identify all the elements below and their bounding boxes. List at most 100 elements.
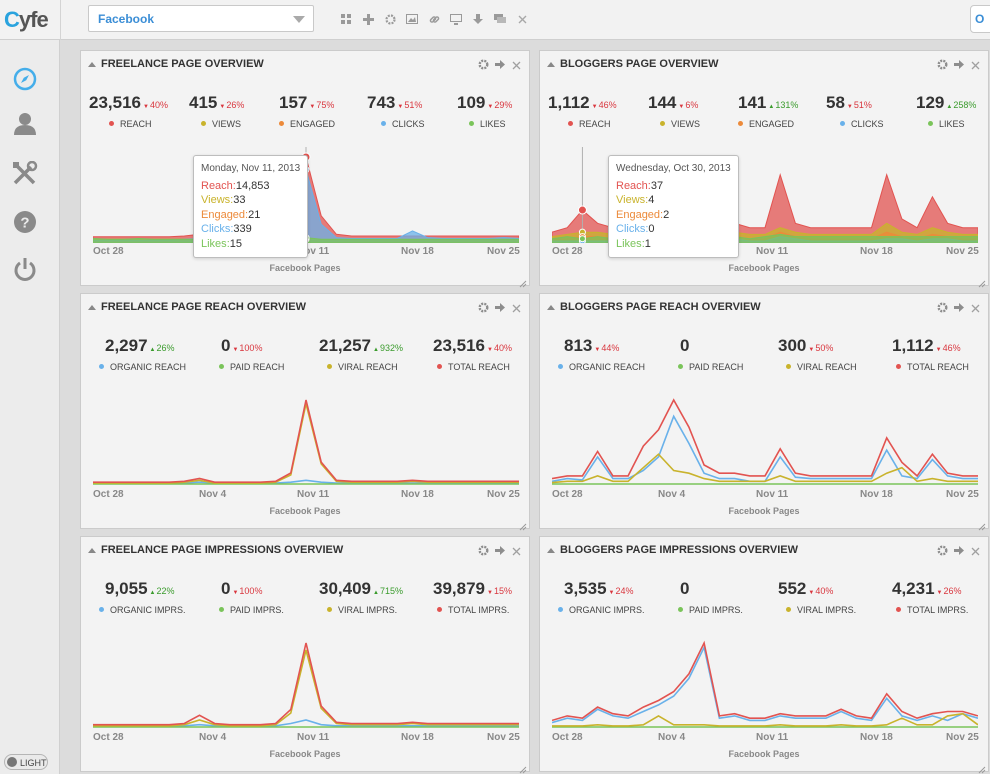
tooltip-separator: : (230, 223, 234, 235)
close-icon[interactable] (971, 57, 982, 70)
grid-icon[interactable] (338, 11, 354, 27)
metric-label-text: ORGANIC REACH (110, 362, 187, 372)
legend-dot (327, 607, 332, 612)
metric-change: ▼44% (594, 343, 619, 353)
comment-icon[interactable] (492, 11, 508, 27)
metric-change-value: 46% (598, 100, 617, 110)
chart-plot[interactable] (93, 390, 519, 486)
gear-icon[interactable] (937, 543, 948, 556)
chart-plot[interactable] (93, 633, 519, 729)
series-line-total-imprs- (552, 640, 978, 722)
metric-value-block: 0 ▼100% (221, 579, 262, 599)
triangle-up-icon: ▲ (149, 590, 156, 596)
collapse-icon[interactable] (88, 62, 96, 67)
gear-icon[interactable] (478, 543, 489, 556)
widget-title: BLOGGERS PAGE OVERVIEW (560, 58, 719, 70)
resize-handle[interactable] (519, 518, 527, 531)
x-axis-tick: Oct 28 (93, 246, 124, 257)
chart-plot[interactable] (552, 390, 978, 486)
arrow-right-icon[interactable] (495, 300, 506, 312)
tooltip-label: Engaged (201, 208, 246, 221)
series-line-organic-imprs- (552, 644, 978, 724)
power-icon[interactable] (12, 256, 38, 282)
image-icon[interactable] (404, 11, 420, 27)
close-icon[interactable] (514, 11, 530, 27)
metric-label: VIEWS (660, 119, 700, 129)
metric-value: 157 (279, 93, 308, 112)
close-icon[interactable] (512, 57, 523, 70)
legend-dot (568, 121, 573, 126)
theme-toggle[interactable]: LIGHT (4, 754, 48, 770)
dashboard-select[interactable]: Facebook (88, 5, 314, 32)
resize-handle[interactable] (519, 275, 527, 288)
chevron-down-icon (293, 16, 305, 23)
metric-label-text: PAID IMPRS. (230, 605, 284, 615)
chart-tooltip: Wednesday, Oct 30, 2013 Reach:37 Views:4 En… (608, 155, 739, 258)
metric-change-value: 131% (775, 100, 799, 110)
collapse-icon[interactable] (547, 305, 555, 310)
close-icon[interactable] (512, 543, 523, 556)
metric-value: 300 (778, 336, 807, 355)
close-icon[interactable] (971, 543, 982, 556)
cyfe-logo[interactable]: Cyfe (4, 7, 49, 32)
collapse-icon[interactable] (547, 548, 555, 553)
download-icon[interactable] (470, 11, 486, 27)
x-axis-tick: Nov 25 (487, 732, 520, 743)
metric-change: ▼51% (847, 100, 872, 110)
help-icon[interactable]: ? (12, 209, 38, 235)
metric-value: 0 (221, 579, 231, 598)
metric-change-value: 100% (239, 586, 263, 596)
resize-handle[interactable] (978, 518, 986, 531)
metric-change-value: 22% (156, 586, 175, 596)
metric-label-text: LIKES (939, 119, 965, 129)
gear-icon[interactable] (478, 300, 489, 313)
gear-icon[interactable] (937, 57, 948, 70)
metric-label: VIEWS (201, 119, 241, 129)
resize-handle[interactable] (978, 761, 986, 774)
metric-change-value: 40% (493, 343, 512, 353)
link-icon[interactable] (426, 11, 442, 27)
plus-icon[interactable] (360, 11, 376, 27)
x-axis-tick: Nov 18 (860, 489, 893, 500)
chart-plot[interactable] (552, 633, 978, 729)
tools-icon[interactable] (12, 160, 38, 187)
close-icon[interactable] (971, 300, 982, 313)
tooltip-value: 15 (229, 237, 242, 250)
x-axis-tick: Nov 25 (946, 732, 979, 743)
triangle-up-icon: ▲ (373, 347, 379, 353)
tooltip-date: Monday, Nov 11, 2013 (201, 163, 301, 174)
triangle-up-icon: ▲ (768, 104, 775, 110)
x-axis-tick: Nov 25 (946, 246, 979, 257)
resize-handle[interactable] (978, 275, 986, 288)
metric-change-value: 29% (494, 100, 513, 110)
arrow-right-icon[interactable] (954, 543, 965, 555)
tooltip-row: Views:4 (616, 193, 731, 208)
compass-icon[interactable] (12, 66, 38, 92)
top-right-button[interactable]: O (970, 5, 990, 33)
collapse-icon[interactable] (88, 305, 96, 310)
gear-icon[interactable] (937, 300, 948, 313)
collapse-icon[interactable] (88, 548, 96, 553)
arrow-right-icon[interactable] (495, 543, 506, 555)
resize-handle[interactable] (519, 761, 527, 774)
metric-change: ▼50% (808, 343, 833, 353)
tooltip-separator: : (230, 194, 234, 206)
arrow-right-icon[interactable] (495, 57, 506, 69)
metric-change: ▲131% (768, 100, 798, 110)
metric-label-text: REACH (579, 119, 611, 129)
user-icon[interactable] (12, 111, 38, 137)
x-axis-tick: Nov 25 (487, 489, 520, 500)
metric-label: ORGANIC IMPRS. (99, 605, 186, 615)
arrow-right-icon[interactable] (954, 300, 965, 312)
metric-change: ▼6% (678, 100, 698, 110)
monitor-icon[interactable] (448, 11, 464, 27)
tooltip-value: 21 (248, 208, 261, 221)
x-axis-tick: Oct 28 (552, 489, 583, 500)
close-icon[interactable] (512, 300, 523, 313)
gear-icon[interactable] (382, 11, 398, 27)
metric-value: 129 (916, 93, 945, 112)
gear-icon[interactable] (478, 57, 489, 70)
collapse-icon[interactable] (547, 62, 555, 67)
arrow-right-icon[interactable] (954, 57, 965, 69)
metric-label-text: LIKES (480, 119, 506, 129)
